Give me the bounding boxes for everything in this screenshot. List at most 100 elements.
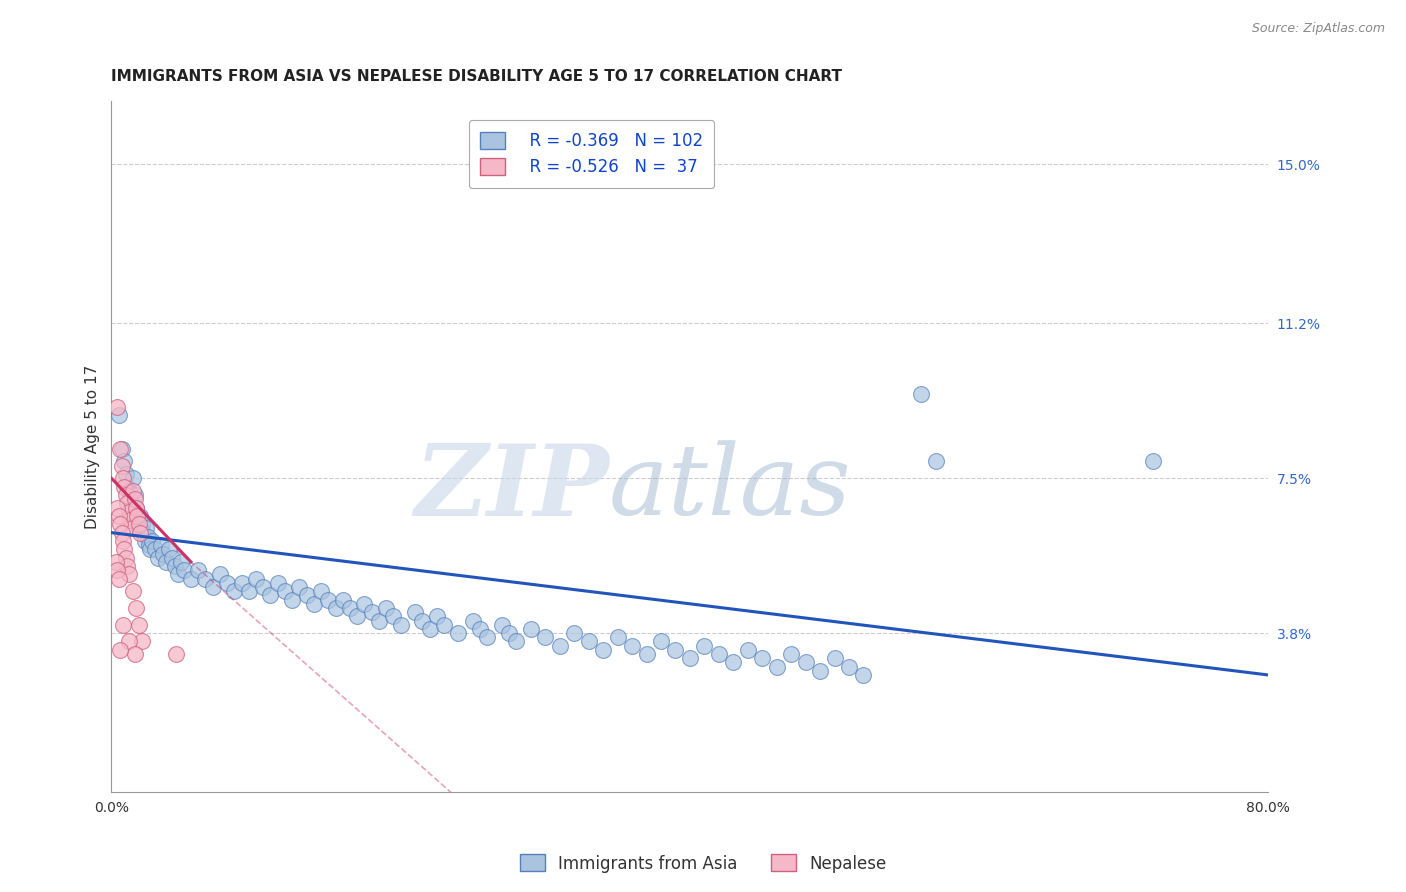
Point bbox=[534, 630, 557, 644]
Point bbox=[118, 634, 141, 648]
Point bbox=[1142, 454, 1164, 468]
Point bbox=[259, 589, 281, 603]
Point bbox=[117, 496, 139, 510]
Point bbox=[794, 656, 817, 670]
Point bbox=[245, 572, 267, 586]
Point bbox=[125, 500, 148, 515]
Point bbox=[318, 592, 340, 607]
Point bbox=[118, 505, 141, 519]
Legend: Immigrants from Asia, Nepalese: Immigrants from Asia, Nepalese bbox=[513, 847, 893, 880]
Point bbox=[505, 634, 527, 648]
Point bbox=[121, 521, 143, 535]
Point bbox=[115, 488, 138, 502]
Point bbox=[122, 471, 145, 485]
Point bbox=[332, 592, 354, 607]
Point bbox=[910, 387, 932, 401]
Point bbox=[382, 609, 405, 624]
Point bbox=[139, 542, 162, 557]
Point bbox=[461, 614, 484, 628]
Point bbox=[281, 592, 304, 607]
Point bbox=[107, 508, 129, 523]
Point bbox=[149, 538, 172, 552]
Point bbox=[751, 651, 773, 665]
Point bbox=[167, 567, 190, 582]
Point bbox=[433, 617, 456, 632]
Point bbox=[118, 567, 141, 582]
Point bbox=[824, 651, 846, 665]
Point bbox=[679, 651, 702, 665]
Point bbox=[111, 471, 134, 485]
Point bbox=[180, 572, 202, 586]
Point bbox=[107, 409, 129, 423]
Point bbox=[163, 559, 186, 574]
Point bbox=[477, 630, 499, 644]
Point bbox=[134, 534, 156, 549]
Point bbox=[128, 517, 150, 532]
Text: ZIP: ZIP bbox=[413, 440, 609, 536]
Point bbox=[765, 659, 787, 673]
Point bbox=[124, 492, 146, 507]
Point bbox=[138, 538, 160, 552]
Point bbox=[135, 521, 157, 535]
Point bbox=[157, 542, 180, 557]
Point bbox=[520, 622, 543, 636]
Point bbox=[852, 668, 875, 682]
Point bbox=[127, 513, 149, 527]
Point bbox=[288, 580, 311, 594]
Point bbox=[105, 563, 128, 577]
Point bbox=[208, 567, 231, 582]
Point bbox=[562, 626, 585, 640]
Point bbox=[780, 647, 803, 661]
Point bbox=[131, 634, 153, 648]
Point bbox=[375, 601, 398, 615]
Point bbox=[110, 525, 132, 540]
Point bbox=[621, 639, 644, 653]
Point bbox=[131, 517, 153, 532]
Point bbox=[548, 639, 571, 653]
Text: IMMIGRANTS FROM ASIA VS NEPALESE DISABILITY AGE 5 TO 17 CORRELATION CHART: IMMIGRANTS FROM ASIA VS NEPALESE DISABIL… bbox=[111, 69, 842, 84]
Point bbox=[470, 622, 492, 636]
Point bbox=[339, 601, 361, 615]
Point bbox=[117, 479, 139, 493]
Point bbox=[723, 656, 745, 670]
Point bbox=[295, 589, 318, 603]
Point bbox=[309, 584, 332, 599]
Point bbox=[368, 614, 391, 628]
Point bbox=[155, 555, 177, 569]
Point bbox=[143, 542, 166, 557]
Point bbox=[129, 525, 152, 540]
Point bbox=[267, 575, 290, 590]
Point bbox=[925, 454, 948, 468]
Point bbox=[325, 601, 347, 615]
Point bbox=[636, 647, 658, 661]
Point bbox=[252, 580, 274, 594]
Point bbox=[111, 617, 134, 632]
Point bbox=[166, 647, 188, 661]
Point bbox=[125, 601, 148, 615]
Point bbox=[173, 563, 195, 577]
Point bbox=[125, 500, 148, 515]
Point bbox=[838, 659, 860, 673]
Point bbox=[108, 442, 131, 456]
Point bbox=[122, 483, 145, 498]
Text: atlas: atlas bbox=[609, 441, 852, 536]
Point bbox=[124, 647, 146, 661]
Point bbox=[136, 530, 159, 544]
Point bbox=[606, 630, 628, 644]
Point bbox=[737, 643, 759, 657]
Point bbox=[274, 584, 297, 599]
Point bbox=[664, 643, 686, 657]
Point bbox=[404, 605, 426, 619]
Point bbox=[578, 634, 600, 648]
Point bbox=[108, 643, 131, 657]
Point bbox=[650, 634, 672, 648]
Point bbox=[120, 513, 142, 527]
Point bbox=[117, 559, 139, 574]
Point bbox=[141, 534, 163, 549]
Point bbox=[112, 542, 135, 557]
Point bbox=[426, 609, 449, 624]
Point bbox=[132, 525, 155, 540]
Point bbox=[238, 584, 260, 599]
Point bbox=[128, 617, 150, 632]
Point bbox=[105, 400, 128, 414]
